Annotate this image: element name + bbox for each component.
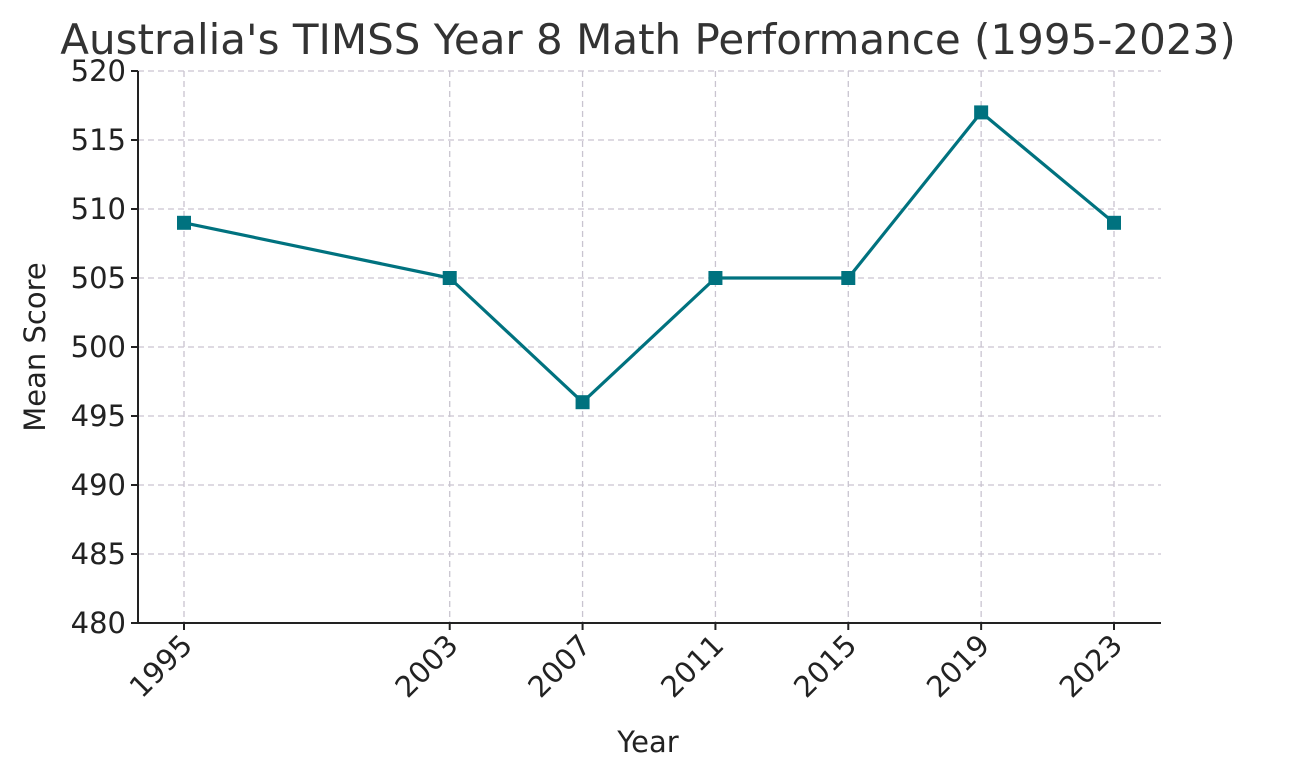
data-series [177,105,1121,410]
x-axis-label: Year [616,725,678,759]
y-tick-label: 505 [71,261,126,295]
y-tick-label: 515 [71,123,126,157]
data-point-marker [575,395,590,410]
data-point-marker [442,271,457,285]
x-tick-label: 2015 [787,628,863,704]
series-line [183,110,1116,404]
y-tick-label: 490 [71,468,126,502]
x-tick-label: 2019 [920,628,996,704]
grid-lines [138,70,1161,624]
y-tick-label: 485 [71,537,126,571]
x-tick-label: 2011 [654,628,730,704]
y-axis-label: Mean Score [18,262,52,431]
x-tick-label: 2007 [521,628,597,704]
y-ticks: 480 485 490 495 500 505 510 515 520 [71,54,138,640]
y-tick-label: 510 [71,192,126,226]
y-tick-label: 480 [71,606,126,640]
x-tick-label: 1995 [123,628,199,704]
x-tick-label: 2023 [1053,628,1129,704]
y-tick-label: 500 [71,330,126,364]
data-point-marker [1107,215,1121,230]
data-point-marker [841,271,856,285]
y-tick-label: 520 [71,54,126,88]
x-ticks: 1995 2003 2007 2011 2015 2019 2023 [123,623,1129,704]
x-tick-label: 2003 [388,628,464,704]
y-tick-label: 495 [71,399,126,433]
data-point-marker [708,271,723,285]
data-point-marker [974,105,989,120]
data-point-marker [177,215,191,230]
chart-title: Australia's TIMSS Year 8 Math Performanc… [60,15,1235,64]
